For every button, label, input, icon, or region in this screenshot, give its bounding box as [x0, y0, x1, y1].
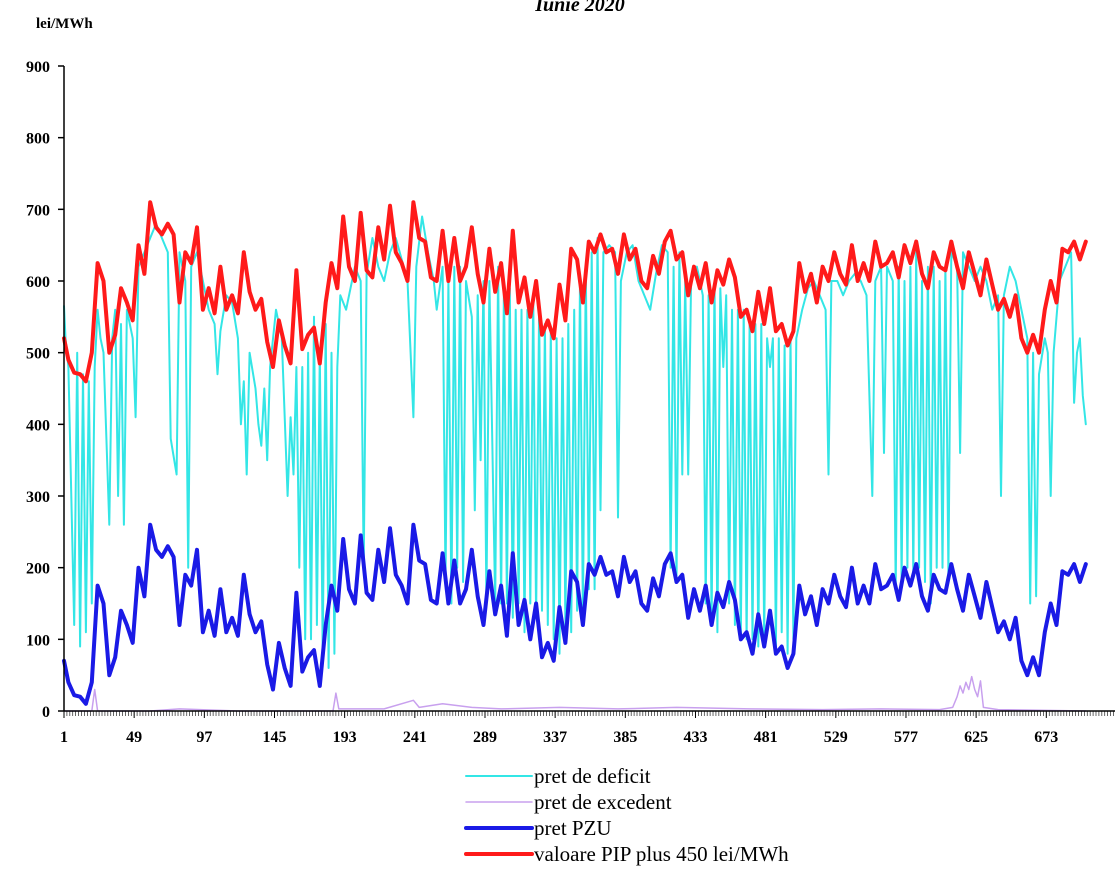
- x-tick-label: 97: [196, 729, 212, 746]
- x-tick-label: 529: [824, 729, 848, 746]
- x-tick-label: 145: [262, 729, 286, 746]
- y-tick-label: 100: [26, 632, 50, 649]
- x-tick-label: 337: [543, 729, 567, 746]
- x-axis-ticks: 1 49 97 145 193 241 289 337 385 433 481 529 577 625 67…: [60, 711, 1058, 746]
- y-axis-label: lei/MWh: [36, 16, 93, 32]
- y-tick-label: 900: [26, 59, 50, 76]
- x-tick-label: 577: [894, 729, 918, 746]
- chart-title: Iunie 2020: [534, 0, 624, 16]
- x-tick-label: 481: [754, 729, 778, 746]
- x-tick-label: 1: [60, 729, 68, 746]
- x-tick-label: 193: [333, 729, 357, 746]
- y-tick-label: 200: [26, 561, 50, 578]
- x-axis-minor-ticks: [63, 711, 1114, 716]
- x-tick-label: 289: [473, 729, 497, 746]
- x-tick-label: 385: [613, 729, 637, 746]
- series-group: [62, 200, 1088, 712]
- y-tick-label: 600: [26, 274, 50, 291]
- series-line-2: [63, 675, 1087, 712]
- legend-label-4: valoare PIP plus 450 lei/MWh: [534, 842, 789, 866]
- legend-label-2: pret de excedent: [534, 790, 672, 814]
- y-axis-ticks: 0 100 200 300 400 500 600 700 800 900: [26, 59, 64, 721]
- x-tick-label: 241: [403, 729, 427, 746]
- series-line-4: [62, 200, 1088, 384]
- y-tick-label: 300: [26, 489, 50, 506]
- x-tick-label: 673: [1034, 729, 1058, 746]
- y-tick-label: 400: [26, 417, 50, 434]
- legend-label-1: pret de deficit: [534, 764, 651, 788]
- legend-label-3: pret PZU: [534, 816, 612, 840]
- x-tick-label: 625: [964, 729, 988, 746]
- y-tick-label: 0: [42, 704, 50, 721]
- y-tick-label: 800: [26, 131, 50, 148]
- series-line-1: [63, 215, 1087, 669]
- x-tick-label: 433: [683, 729, 707, 746]
- series-line-3: [62, 522, 1088, 706]
- y-tick-label: 500: [26, 346, 50, 363]
- y-tick-label: 700: [26, 202, 50, 219]
- x-tick-label: 49: [126, 729, 142, 746]
